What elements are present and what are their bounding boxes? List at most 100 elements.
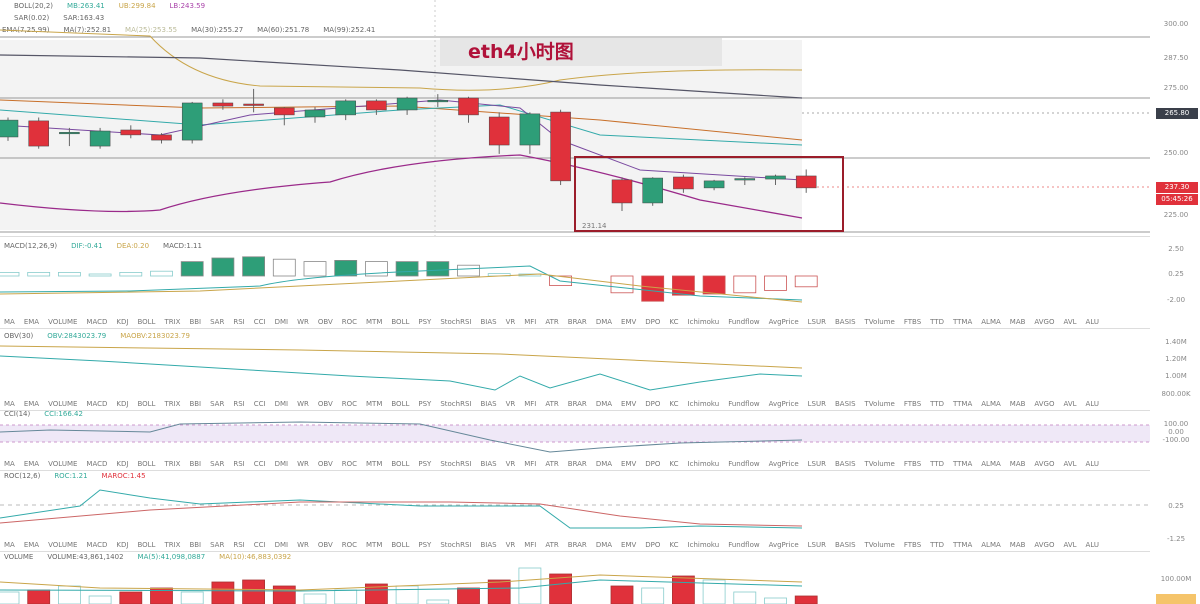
indicator-tab[interactable]: BRAR xyxy=(567,541,587,549)
indicator-tab[interactable]: LSUR xyxy=(807,460,826,468)
indicator-tab[interactable]: CCI xyxy=(253,460,266,468)
indicator-tab[interactable]: FTBS xyxy=(903,541,922,549)
indicator-tab[interactable]: BBI xyxy=(189,400,202,408)
indicator-tab[interactable]: TTD xyxy=(930,460,944,468)
indicator-tab[interactable]: BASIS xyxy=(834,400,856,408)
indicator-tab[interactable]: KDJ xyxy=(116,460,129,468)
indicator-tab[interactable]: TRIX xyxy=(164,400,181,408)
indicator-tab[interactable]: DMI xyxy=(274,400,289,408)
indicator-tab[interactable]: OBV xyxy=(317,400,333,408)
indicator-tab[interactable]: BASIS xyxy=(834,318,856,326)
candle[interactable] xyxy=(703,179,725,191)
indicator-tab[interactable]: KDJ xyxy=(116,318,129,326)
indicator-tab[interactable]: TTD xyxy=(930,400,944,408)
indicator-tab[interactable]: SAR xyxy=(210,400,225,408)
indicator-tab[interactable]: BASIS xyxy=(834,460,856,468)
indicator-tab[interactable]: AvgPrice xyxy=(768,318,799,326)
indicator-tab[interactable]: MFI xyxy=(524,541,537,549)
indicator-tab[interactable]: VR xyxy=(505,541,516,549)
indicator-tab[interactable]: EMV xyxy=(621,318,637,326)
indicator-tab[interactable]: MA xyxy=(4,541,15,549)
indicator-tab[interactable]: WR xyxy=(297,541,309,549)
indicator-tab[interactable]: DMI xyxy=(274,460,289,468)
indicator-tab[interactable]: MTM xyxy=(366,318,383,326)
indicator-tab[interactable]: ATR xyxy=(545,400,559,408)
indicator-tab[interactable]: TTMA xyxy=(952,400,973,408)
indicator-tab[interactable]: KC xyxy=(669,400,679,408)
indicator-tab[interactable]: TRIX xyxy=(164,318,181,326)
indicator-tab[interactable]: BBI xyxy=(189,460,202,468)
indicator-tab[interactable]: FTBS xyxy=(903,318,922,326)
indicator-tab[interactable]: AVGO xyxy=(1034,400,1055,408)
indicator-tab[interactable]: MAB xyxy=(1009,541,1026,549)
indicator-tab[interactable]: TVolume xyxy=(864,460,895,468)
indicator-tab[interactable]: TRIX xyxy=(164,541,181,549)
cci-chart[interactable] xyxy=(0,418,1150,456)
candle[interactable] xyxy=(458,96,479,123)
candle[interactable] xyxy=(673,174,694,193)
indicator-tab[interactable]: ALMA xyxy=(981,400,1001,408)
indicator-tab[interactable]: ROC xyxy=(341,400,358,408)
indicator-tab[interactable]: BRAR xyxy=(567,318,587,326)
indicator-tab[interactable]: KC xyxy=(669,318,679,326)
indicator-tab[interactable]: MFI xyxy=(524,400,537,408)
roc-chart[interactable] xyxy=(0,478,1150,540)
indicator-tab[interactable]: VOLUME xyxy=(48,541,78,549)
indicator-tab[interactable]: BASIS xyxy=(834,541,856,549)
indicator-tab[interactable]: TVolume xyxy=(864,541,895,549)
indicator-tab[interactable]: AvgPrice xyxy=(768,400,799,408)
candle[interactable] xyxy=(151,133,172,144)
indicator-tab[interactable]: DPO xyxy=(645,400,661,408)
indicator-tab[interactable]: MACD xyxy=(86,318,108,326)
indicator-tab[interactable]: MAB xyxy=(1009,400,1026,408)
indicator-tab[interactable]: ATR xyxy=(545,541,559,549)
indicator-tab[interactable]: KC xyxy=(669,460,679,468)
indicator-tab[interactable]: ALMA xyxy=(981,541,1001,549)
indicator-tab[interactable]: TTMA xyxy=(952,318,973,326)
candle[interactable] xyxy=(181,101,203,144)
indicator-tab[interactable]: EMV xyxy=(621,400,637,408)
indicator-tab[interactable]: FTBS xyxy=(903,460,922,468)
indicator-tab[interactable]: BOLL xyxy=(137,400,156,408)
indicator-tab[interactable]: StochRSI xyxy=(440,400,472,408)
indicator-tab[interactable]: OBV xyxy=(317,541,333,549)
indicator-tab[interactable]: ALU xyxy=(1085,460,1099,468)
indicator-tab[interactable]: WR xyxy=(297,460,309,468)
indicator-tab[interactable]: ROC xyxy=(341,318,358,326)
candle[interactable] xyxy=(274,107,295,126)
indicator-tab[interactable]: Fundflow xyxy=(728,318,760,326)
indicator-tab[interactable]: MA xyxy=(4,460,15,468)
indicator-tab[interactable]: SAR xyxy=(210,460,225,468)
indicator-tab[interactable]: ROC xyxy=(341,460,358,468)
indicator-tab[interactable]: DMA xyxy=(595,460,613,468)
indicator-tab[interactable]: BIAS xyxy=(480,541,497,549)
indicator-tab[interactable]: DPO xyxy=(645,460,661,468)
indicator-tab[interactable]: RSI xyxy=(233,541,245,549)
indicator-tab[interactable]: ALU xyxy=(1085,318,1099,326)
indicator-tab[interactable]: Ichimoku xyxy=(687,318,720,326)
indicator-tab[interactable]: CCI xyxy=(253,400,266,408)
indicator-tab[interactable]: SAR xyxy=(210,318,225,326)
volume-chart[interactable] xyxy=(0,560,1150,604)
indicator-tab[interactable]: BOLL xyxy=(391,460,410,468)
candle[interactable] xyxy=(611,177,633,212)
indicator-tab[interactable]: AVL xyxy=(1063,460,1077,468)
candle[interactable] xyxy=(335,99,356,121)
indicator-tab[interactable]: MFI xyxy=(524,318,537,326)
indicator-tab[interactable]: PSY xyxy=(418,460,432,468)
indicator-tab[interactable]: BOLL xyxy=(137,541,156,549)
indicator-tab[interactable]: BOLL xyxy=(137,460,156,468)
indicator-tab[interactable]: BBI xyxy=(189,318,202,326)
indicator-tab[interactable]: BOLL xyxy=(391,541,410,549)
indicator-tab[interactable]: SAR xyxy=(210,541,225,549)
indicator-tab[interactable]: MACD xyxy=(86,460,108,468)
indicator-tab[interactable]: Ichimoku xyxy=(687,400,720,408)
indicator-tab[interactable]: TTMA xyxy=(952,541,973,549)
indicator-tab[interactable]: Ichimoku xyxy=(687,460,720,468)
indicator-tab[interactable]: VR xyxy=(505,460,516,468)
indicator-tab[interactable]: KC xyxy=(669,541,679,549)
indicator-tab[interactable]: LSUR xyxy=(807,318,826,326)
candle[interactable] xyxy=(0,117,19,141)
indicator-tab[interactable]: EMA xyxy=(23,400,40,408)
candle[interactable] xyxy=(89,127,111,149)
